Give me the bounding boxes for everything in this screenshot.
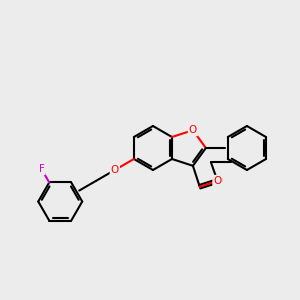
Text: O: O: [189, 125, 197, 135]
Text: F: F: [39, 164, 44, 174]
Text: O: O: [214, 176, 223, 186]
Text: O: O: [111, 165, 119, 175]
Text: O: O: [213, 176, 222, 186]
